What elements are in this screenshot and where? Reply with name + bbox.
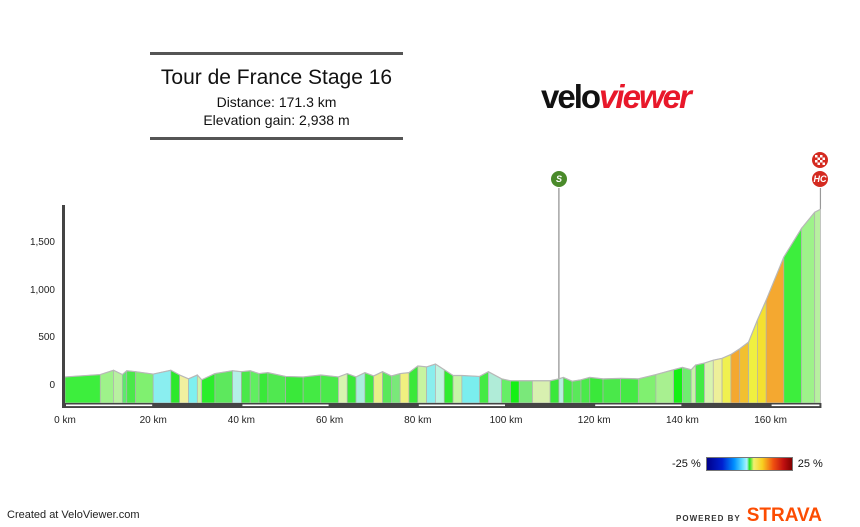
checkered-pattern <box>815 155 825 165</box>
y-tick-label: 500 <box>38 332 55 344</box>
created-at-text[interactable]: Created at VeloViewer.com <box>7 509 140 521</box>
hc-climb-marker-icon[interactable]: HC <box>812 171 828 187</box>
x-tick-label: 60 km <box>315 415 344 426</box>
x-tick-label: 160 km <box>754 415 787 426</box>
x-tick-label: 120 km <box>577 415 611 426</box>
powered-by-strava[interactable]: POWERED BY STRAVA <box>676 505 822 527</box>
legend-max-label: 25 % <box>797 458 823 470</box>
distance-text: Distance: 171.3 km <box>216 94 337 110</box>
gradient-legend: -25 % 25 % <box>672 457 823 471</box>
gradient-color-bar <box>705 457 793 471</box>
sprint-marker-icon[interactable]: S <box>551 171 567 187</box>
x-tick-label: 0 km <box>54 415 76 426</box>
veloviewer-logo: veloviewer <box>541 78 692 115</box>
checkered-flag-icon[interactable] <box>812 152 828 168</box>
x-tick-label: 20 km <box>139 415 167 426</box>
sprint-marker-label: S <box>555 174 562 184</box>
y-tick-label: 0 <box>49 380 55 391</box>
title-top-rule <box>150 52 403 55</box>
x-tick-label: 40 km <box>227 415 256 426</box>
y-tick-label: 1,500 <box>29 236 55 248</box>
legend-min-label: -25 % <box>672 458 701 470</box>
x-tick-label: 140 km <box>665 415 699 426</box>
powered-by-text: POWERED BY <box>676 514 741 523</box>
logo-viewer: viewer <box>599 78 692 115</box>
hc-marker-label: HC <box>813 174 827 184</box>
y-tick-label: 1,000 <box>29 284 55 296</box>
elevation-gain-text: Elevation gain: 2,938 m <box>203 112 350 128</box>
title-box: Tour de France Stage 16 Distance: 171.3 … <box>150 52 403 140</box>
stage-title: Tour de France Stage 16 <box>160 66 393 89</box>
x-tick-label: 80 km <box>404 415 432 426</box>
logo-velo: velo <box>541 78 601 115</box>
x-tick-label: 100 km <box>489 415 523 426</box>
strava-logo: STRAVA <box>746 505 822 526</box>
title-bottom-rule <box>150 137 403 140</box>
